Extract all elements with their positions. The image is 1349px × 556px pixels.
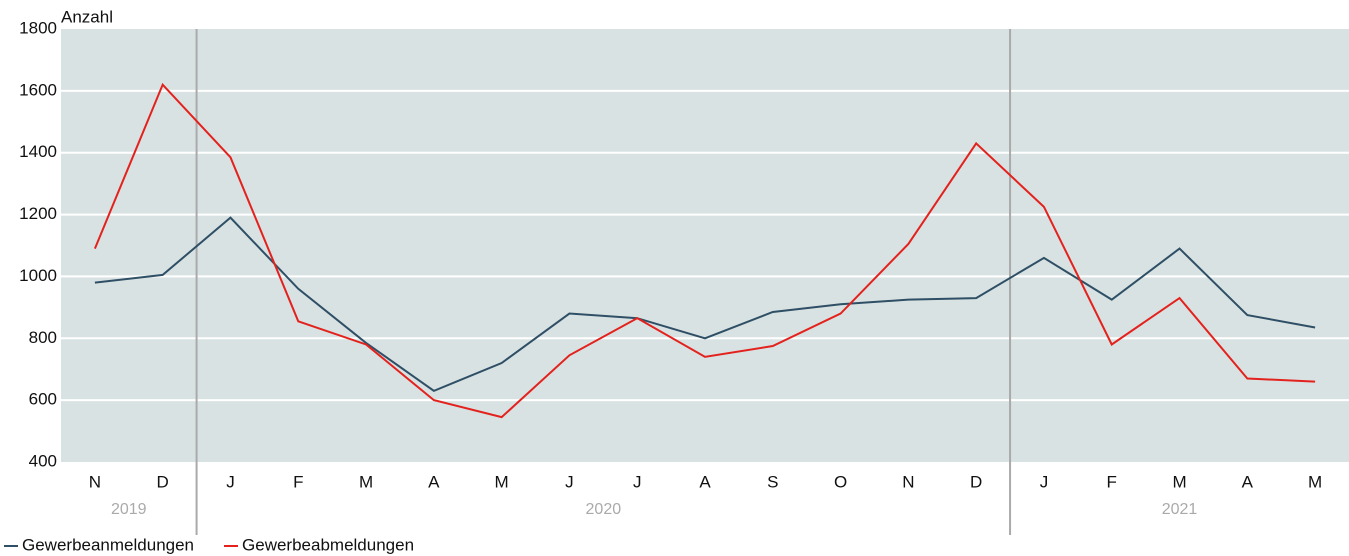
x-tick-label: J — [1040, 472, 1049, 491]
x-tick-label: D — [970, 472, 982, 491]
y-tick-label: 1400 — [19, 142, 57, 161]
data-line — [94, 216, 1316, 392]
y-tick-label: 600 — [29, 390, 57, 409]
x-tick-label: J — [565, 472, 574, 491]
x-tick-label: N — [89, 472, 101, 491]
y-tick-label: 1000 — [19, 266, 57, 285]
x-tick-label: J — [633, 472, 642, 491]
year-label: 2019 — [111, 501, 147, 518]
x-tick-label: O — [834, 472, 847, 491]
x-tick-label: M — [1172, 472, 1186, 491]
x-tick-label: M — [1308, 472, 1322, 491]
y-tick-label: 1600 — [19, 80, 57, 99]
y-tick-label: 1200 — [19, 204, 57, 223]
x-tick-label: F — [1107, 472, 1117, 491]
x-tick-label: M — [359, 472, 373, 491]
y-tick-label: 1800 — [19, 18, 57, 37]
y-tick-label: 400 — [29, 451, 57, 470]
y-axis-label: Anzahl — [61, 7, 113, 26]
data-line — [93, 82, 1316, 419]
year-label: 2021 — [1162, 501, 1198, 518]
x-tick-label: N — [902, 472, 914, 491]
x-tick-label: A — [699, 472, 711, 491]
x-tick-label: A — [1242, 472, 1254, 491]
year-label: 2020 — [586, 501, 622, 518]
legend-label: Gewerbeanmeldungen — [22, 535, 194, 554]
x-tick-label: J — [226, 472, 235, 491]
x-tick-label: A — [428, 472, 440, 491]
x-tick-label: S — [767, 472, 778, 491]
x-tick-label: M — [495, 472, 509, 491]
plot-area — [61, 29, 1349, 462]
y-tick-label: 800 — [29, 328, 57, 347]
x-tick-label: D — [157, 472, 169, 491]
x-tick-label: F — [293, 472, 303, 491]
legend-label: Gewerbeabmeldungen — [242, 535, 414, 554]
